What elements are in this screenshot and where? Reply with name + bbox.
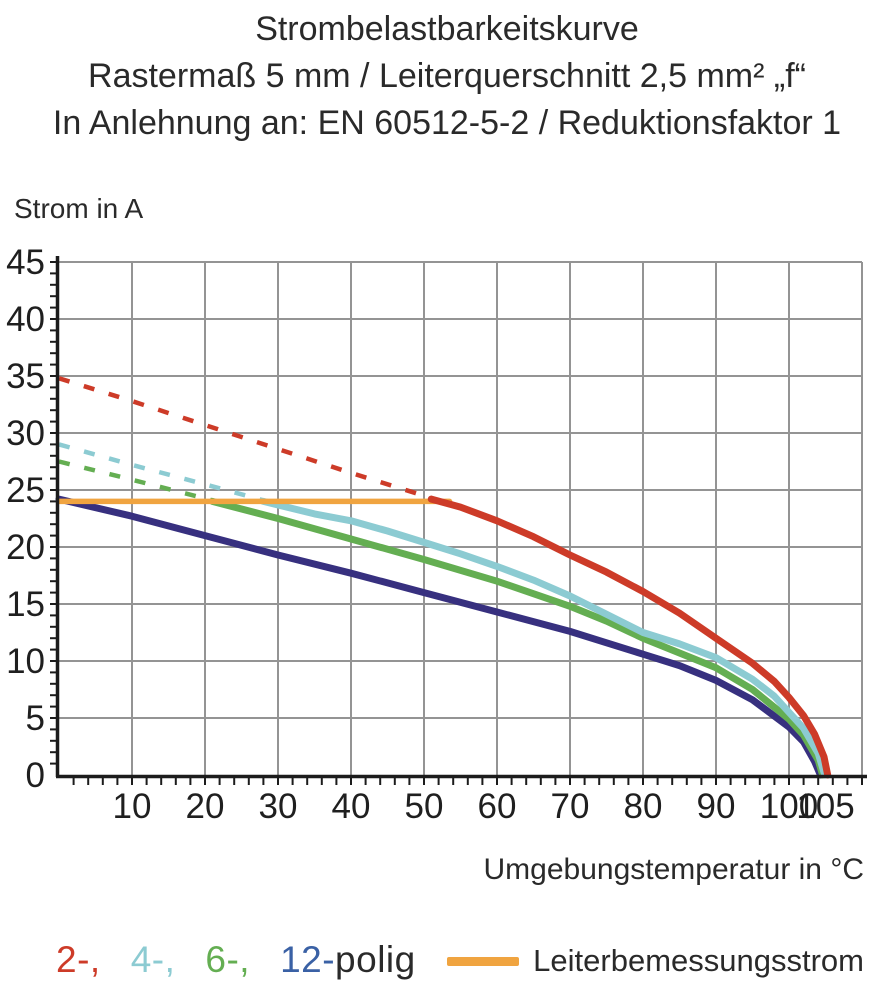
rated-current-label: Leiterbemessungsstrom [533,943,864,978]
x-tick-label: 20 [186,787,225,826]
y-axis-title: Strom in A [14,193,144,224]
legend-item-2-polig: 2-, [56,939,101,980]
x-tick-label: 40 [332,787,371,826]
series-dashed-6-polig [58,459,213,503]
chart-title-block: Strombelastbarkeitskurve Rastermaß 5 mm … [0,6,894,147]
y-tick-label: 20 [6,528,45,567]
grid-lines [59,261,863,775]
chart-title-line-2: Rastermaß 5 mm / Leiterquerschnitt 2,5 m… [88,57,806,95]
legend-item-12-polig: 12-polig [280,939,416,981]
series-dashed-2-polig [58,376,432,501]
y-tick-label: 40 [6,300,45,339]
x-tick-label: 70 [551,787,590,826]
rated-current-line-swatch [447,956,520,966]
legend-12-number: 12- [280,939,336,980]
x-axis-title: Umgebungstemperatur in °C [483,853,864,886]
tick-labels: 0 5 10 15 20 25 30 35 40 45 10 20 30 40 50 60 70 80 90 1001… [6,243,855,826]
x-tick-label: 100 [760,787,818,826]
x-tick-label: 90 [697,787,736,826]
chart-title-line-3: In Anlehnung an: EN 60512-5-2 / Reduktio… [52,104,842,142]
legend-item-6-polig: 6-, [205,939,251,980]
y-tick-label: 0 [26,756,45,795]
x-tick-label: 30 [259,787,298,826]
chart-title-line-1: Strombelastbarkeitskurve [255,10,639,48]
series-solid-12-polig [55,495,824,779]
y-tick-label: 15 [6,585,45,624]
minor-ticks [50,261,863,785]
y-tick-label: 35 [6,357,45,396]
y-tick-label: 25 [6,471,45,510]
legend-rated-current: Leiterbemessungsstrom [447,943,864,979]
series-solid-2-polig [427,495,832,779]
legend-polig-suffix: polig [335,939,416,980]
series-solid-6-polig [208,497,827,779]
series-solid-4-polig [259,497,829,779]
y-tick-label: 30 [6,414,45,453]
legend-row: 2-, 4-, 6-, 12-polig Leiterbemessungsstr… [0,933,894,989]
axes [55,256,867,779]
x-tick-label: 80 [624,787,663,826]
x-tick-label: 10 [113,787,152,826]
y-tick-label: 10 [6,642,45,681]
x-tick-label: 60 [478,787,517,826]
y-tick-label: 5 [26,699,45,738]
y-tick-label: 45 [6,243,45,282]
x-tick-label: 50 [405,787,444,826]
legend-item-4-polig: 4-, [130,939,176,980]
series-dashed-4-polig [58,442,264,503]
x-tick-label: 105 [796,787,854,826]
legend-poles: 2-, 4-, 6-, 12-polig [56,939,416,981]
